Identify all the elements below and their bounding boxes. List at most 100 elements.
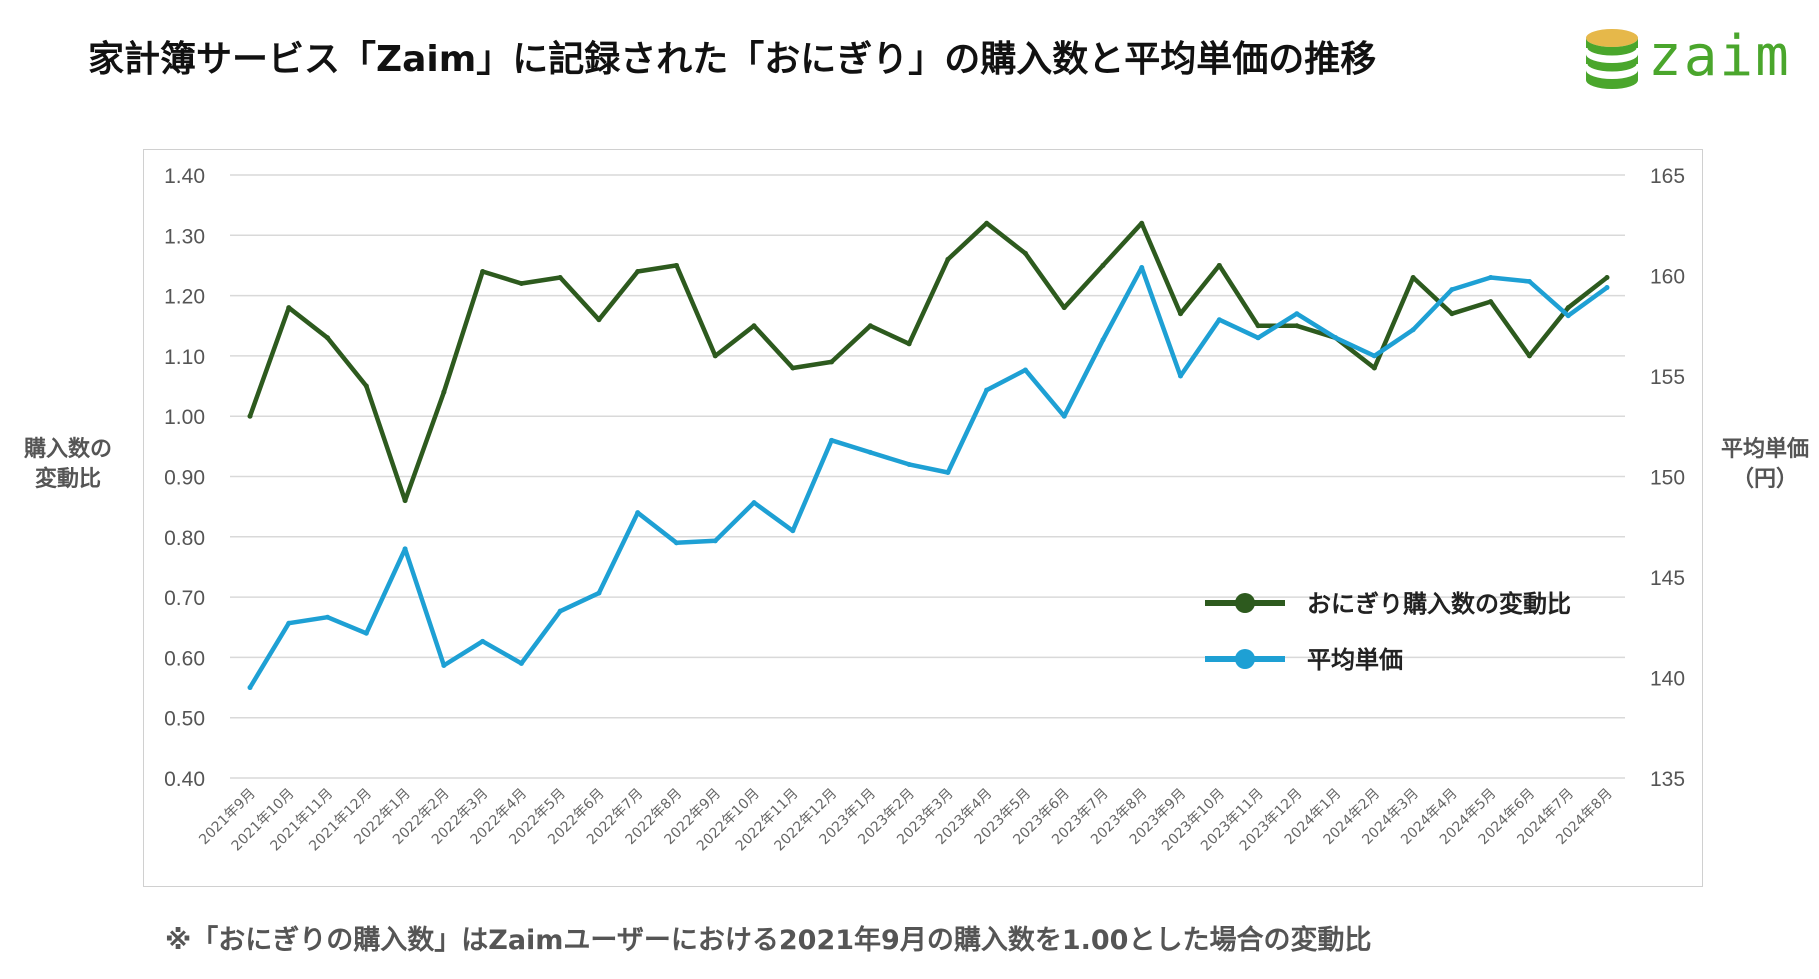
data-point: [1255, 323, 1261, 329]
data-point: [1022, 250, 1028, 256]
right-tick-label: 150: [1650, 467, 1685, 490]
right-axis-title-line1: 平均単価: [1720, 437, 1809, 462]
left-axis-title: 購入数の 変動比: [8, 435, 128, 495]
footnote: ※「おにぎりの購入数」はZaimユーザーにおける2021年9月の購入数を1.00…: [165, 925, 1372, 956]
data-point: [1255, 335, 1261, 341]
data-point: [363, 383, 369, 389]
data-point: [1216, 317, 1222, 323]
data-point: [906, 341, 912, 347]
data-point: [557, 608, 563, 614]
data-point: [906, 461, 912, 467]
data-point: [673, 540, 679, 546]
left-tick-label: 0.80: [164, 527, 205, 550]
right-tick-label: 160: [1650, 266, 1685, 289]
series-line-2: [247, 265, 1610, 690]
data-point: [596, 317, 602, 323]
data-point: [1526, 353, 1532, 359]
data-point: [712, 353, 718, 359]
data-point: [829, 437, 835, 443]
data-point: [402, 498, 408, 504]
data-point: [1139, 220, 1145, 226]
data-point: [286, 620, 292, 626]
data-point: [1100, 262, 1106, 268]
data-point: [1178, 373, 1184, 379]
data-point: [790, 365, 796, 371]
coin-stack-icon: [1584, 29, 1640, 89]
legend-label: おにぎり購入数の変動比: [1307, 590, 1571, 618]
data-point: [247, 413, 253, 419]
data-point: [363, 630, 369, 636]
left-axis-title-line1: 購入数の: [23, 437, 112, 462]
data-point: [1410, 275, 1416, 281]
chart-frame: [143, 149, 1703, 887]
data-point: [325, 335, 331, 341]
right-tick-label: 145: [1650, 567, 1685, 590]
data-point: [1294, 323, 1300, 329]
right-axis-title-line2: （円）: [1731, 467, 1798, 492]
data-point: [1333, 335, 1339, 341]
data-point: [751, 500, 757, 506]
right-tick-label: 155: [1650, 366, 1685, 389]
logo-text: zaim: [1648, 24, 1791, 89]
data-point: [1371, 365, 1377, 371]
left-tick-label: 1.30: [164, 225, 205, 248]
data-point: [441, 389, 447, 395]
data-point: [1139, 264, 1145, 270]
data-point: [402, 546, 408, 552]
data-point: [1604, 285, 1610, 291]
data-point: [1488, 299, 1494, 305]
data-point: [1216, 262, 1222, 268]
left-tick-label: 0.40: [164, 768, 205, 791]
data-point: [325, 614, 331, 620]
left-tick-label: 1.10: [164, 346, 205, 369]
data-point: [1410, 327, 1416, 333]
data-point: [441, 662, 447, 668]
data-point: [635, 510, 641, 516]
data-point: [1604, 275, 1610, 281]
data-point: [867, 449, 873, 455]
data-point: [557, 275, 563, 281]
data-point: [596, 590, 602, 596]
right-axis-title: 平均単価 （円）: [1710, 435, 1819, 495]
data-point: [984, 387, 990, 393]
right-tick-label: 165: [1650, 165, 1685, 188]
data-point: [673, 262, 679, 268]
data-point: [518, 660, 524, 666]
left-tick-label: 1.00: [164, 406, 205, 429]
legend-marker: [1235, 593, 1255, 613]
data-point: [1565, 305, 1571, 311]
zaim-logo: zaim: [1582, 24, 1792, 94]
data-point: [1526, 279, 1532, 285]
data-point: [1178, 311, 1184, 317]
data-point: [1294, 311, 1300, 317]
legend-label: 平均単価: [1307, 646, 1403, 674]
data-point: [945, 469, 951, 475]
data-point: [1061, 413, 1067, 419]
data-point: [518, 281, 524, 287]
data-point: [945, 256, 951, 262]
data-point: [712, 538, 718, 544]
data-point: [286, 305, 292, 311]
left-tick-label: 1.40: [164, 165, 205, 188]
data-point: [867, 323, 873, 329]
page-title: 家計簿サービス「Zaim」に記録された「おにぎり」の購入数と平均単価の推移: [88, 39, 1377, 80]
data-point: [1371, 353, 1377, 359]
data-point: [480, 638, 486, 644]
data-point: [751, 323, 757, 329]
left-tick-label: 0.50: [164, 708, 205, 731]
legend-marker: [1235, 649, 1255, 669]
data-point: [635, 268, 641, 274]
data-point: [790, 528, 796, 534]
right-tick-label: 140: [1650, 668, 1685, 691]
data-point: [480, 268, 486, 274]
left-tick-label: 1.20: [164, 286, 205, 309]
data-point: [1449, 287, 1455, 293]
data-point: [1565, 313, 1571, 319]
right-tick-label: 135: [1650, 768, 1685, 791]
left-tick-label: 0.90: [164, 467, 205, 490]
data-point: [247, 685, 253, 691]
left-tick-label: 0.60: [164, 647, 205, 670]
data-point: [1022, 367, 1028, 373]
data-point: [984, 220, 990, 226]
